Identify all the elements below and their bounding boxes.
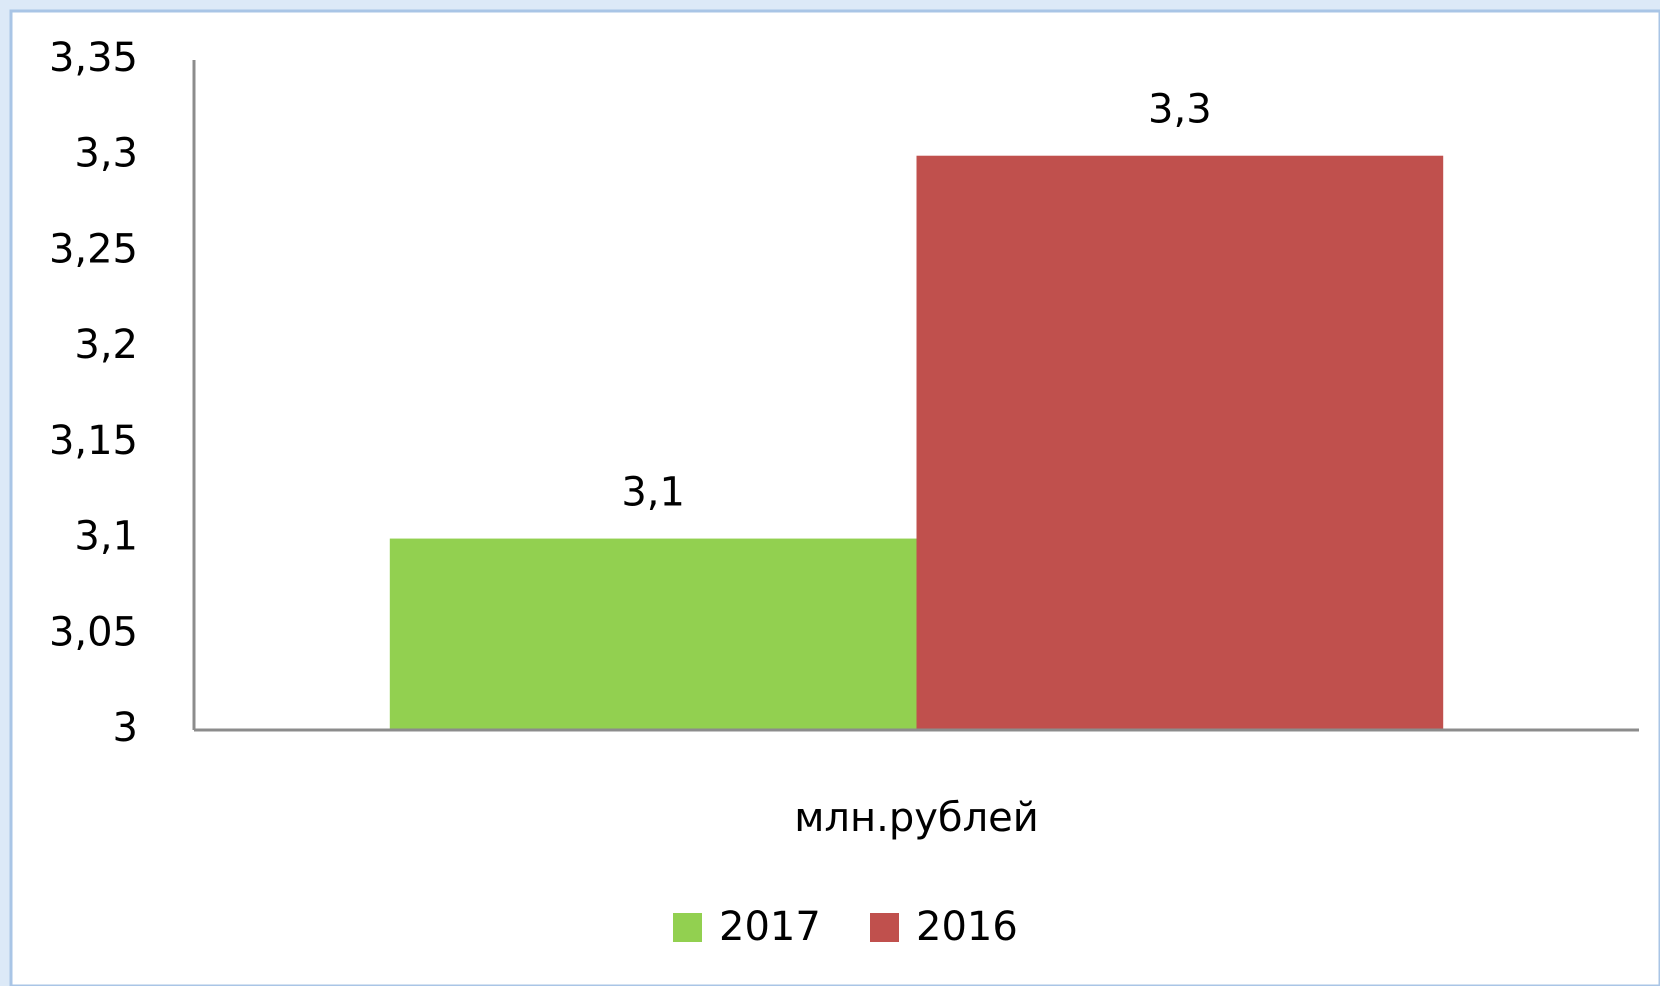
y-tick-label: 3,05 xyxy=(49,609,138,655)
y-tick-label: 3,15 xyxy=(49,418,138,464)
legend-swatch xyxy=(870,913,899,942)
legend-swatch xyxy=(673,913,702,942)
y-tick-label: 3,35 xyxy=(49,35,138,81)
y-tick-label: 3,3 xyxy=(74,131,138,177)
bar xyxy=(916,155,1444,730)
data-label: 3,3 xyxy=(1148,87,1212,133)
y-tick-label: 3,2 xyxy=(74,322,138,368)
legend-label: 2017 xyxy=(719,904,821,950)
legend-label: 2016 xyxy=(916,904,1018,950)
y-tick-label: 3,1 xyxy=(74,514,138,560)
x-tick-label: млн.рублей xyxy=(794,795,1039,841)
data-label: 3,1 xyxy=(621,470,685,516)
y-tick-label: 3,25 xyxy=(49,226,138,272)
y-tick-label: 3 xyxy=(113,705,138,751)
bar xyxy=(389,538,917,730)
